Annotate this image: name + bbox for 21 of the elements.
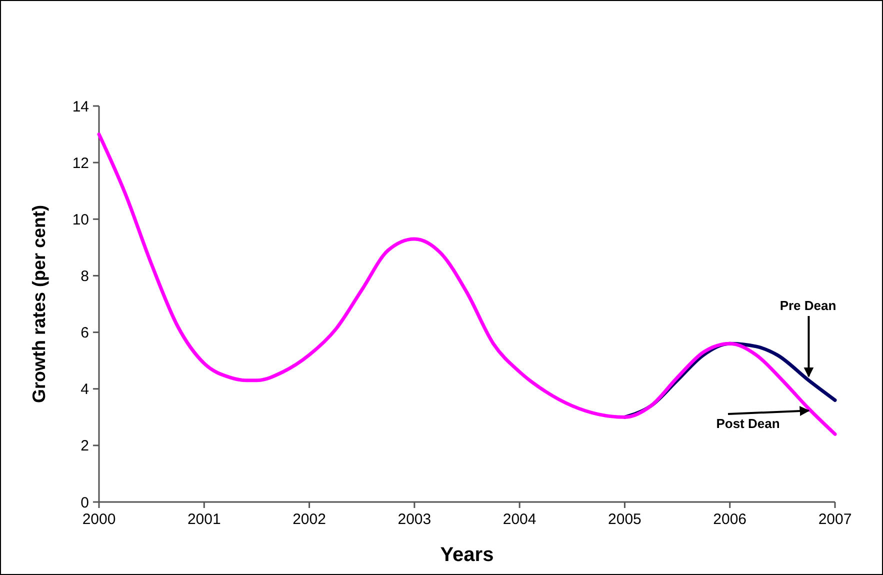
y-tick-label: 6 (80, 324, 89, 342)
line-series (97, 132, 837, 436)
x-tick-label: 2001 (187, 511, 221, 528)
x-tick-label: 2000 (82, 511, 116, 528)
y-tick-label: 2 (80, 438, 89, 455)
y-tick-label: 0 (80, 494, 89, 512)
text: Pre Dean (780, 298, 836, 313)
x-tick-label: 2003 (398, 511, 432, 528)
x-axis-title: Years (440, 544, 494, 566)
y-tick-label: 14 (72, 98, 89, 116)
y-axis-title: Growth rates (per cent) (29, 204, 49, 404)
y-tick-label: 8 (80, 268, 89, 285)
x-tick-label: 2004 (502, 511, 536, 528)
x-tick-label: 2005 (608, 511, 642, 528)
y-tick-label: 4 (80, 381, 89, 398)
x-tick-label: 2007 (818, 511, 852, 528)
text: Post Dean (716, 416, 780, 431)
y-tick-label: 10 (72, 211, 89, 228)
x-tick-label: 2006 (713, 511, 747, 528)
x-tick-label: 2002 (292, 511, 326, 528)
y-tick-label: 12 (72, 154, 89, 172)
